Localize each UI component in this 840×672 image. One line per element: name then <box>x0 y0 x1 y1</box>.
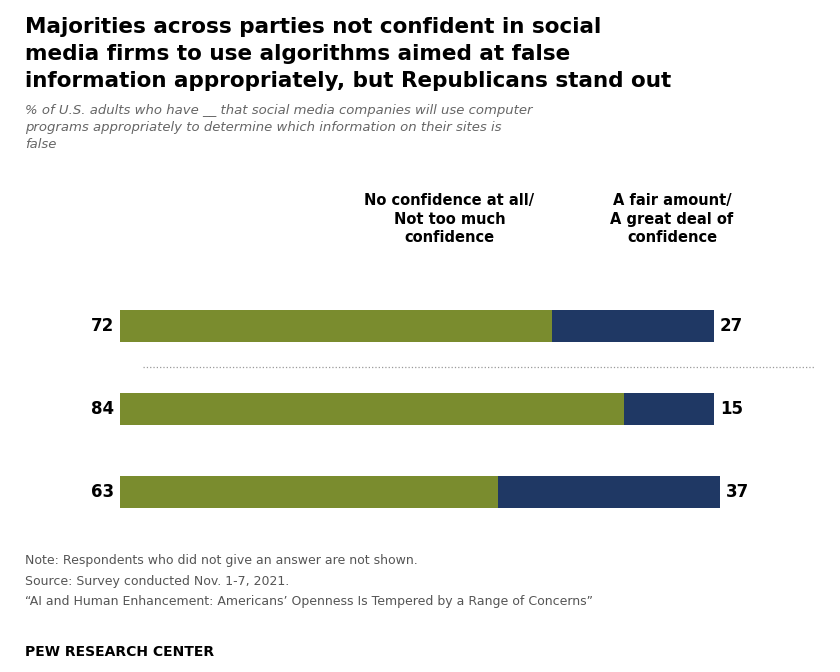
Bar <box>624 393 714 425</box>
Text: 15: 15 <box>720 400 743 418</box>
Bar <box>498 476 720 508</box>
Bar <box>120 476 498 508</box>
Text: 37: 37 <box>726 483 749 501</box>
Text: A fair amount/
A great deal of
confidence: A fair amount/ A great deal of confidenc… <box>611 193 733 245</box>
Text: No confidence at all/
Not too much
confidence: No confidence at all/ Not too much confi… <box>365 193 534 245</box>
Text: Note: Respondents who did not give an answer are not shown.: Note: Respondents who did not give an an… <box>25 554 418 567</box>
Bar <box>120 393 624 425</box>
Text: 84: 84 <box>91 400 114 418</box>
Bar <box>552 310 714 341</box>
Bar <box>120 310 552 341</box>
Text: media firms to use algorithms aimed at false: media firms to use algorithms aimed at f… <box>25 44 570 64</box>
Text: “AI and Human Enhancement: Americans’ Openness Is Tempered by a Range of Concern: “AI and Human Enhancement: Americans’ Op… <box>25 595 593 607</box>
Text: PEW RESEARCH CENTER: PEW RESEARCH CENTER <box>25 645 214 659</box>
Text: Source: Survey conducted Nov. 1-7, 2021.: Source: Survey conducted Nov. 1-7, 2021. <box>25 575 290 587</box>
Text: Majorities across parties not confident in social: Majorities across parties not confident … <box>25 17 601 37</box>
Text: 63: 63 <box>91 483 114 501</box>
Text: information appropriately, but Republicans stand out: information appropriately, but Republica… <box>25 71 671 91</box>
Text: 72: 72 <box>91 317 114 335</box>
Text: % of U.S. adults who have __ that social media companies will use computer
progr: % of U.S. adults who have __ that social… <box>25 104 533 151</box>
Text: 27: 27 <box>720 317 743 335</box>
